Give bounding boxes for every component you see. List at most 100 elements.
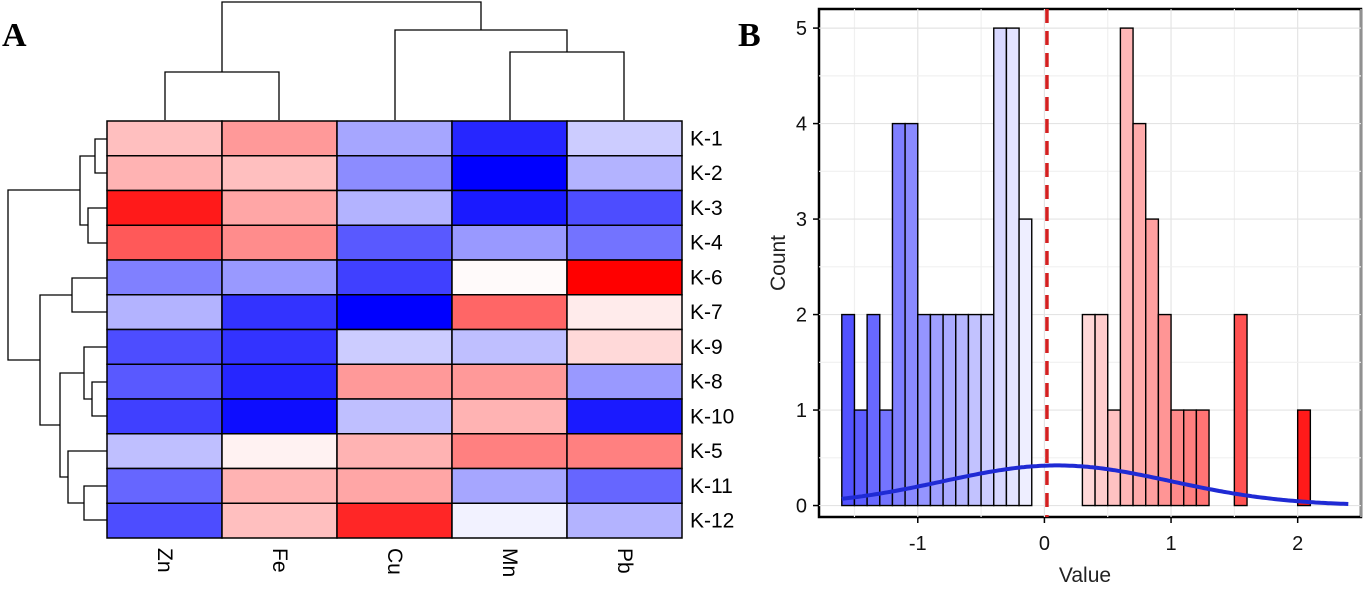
heatmap-cell-k-2-cu [336, 155, 453, 192]
row-dendro-k1-k2 [94, 138, 107, 174]
column-label: Zn [153, 548, 176, 573]
row-label: K-7 [690, 301, 723, 324]
histogram-bar [1195, 409, 1210, 507]
heatmap-cell-k-11-fe [221, 467, 338, 504]
row-dendro-k5-k1112 [67, 450, 107, 504]
heatmap-cell-k-3-zn [106, 189, 223, 226]
heatmap-cell-k-6-mn [451, 259, 568, 296]
histogram-bars [841, 27, 1312, 507]
heatmap-cells [106, 120, 683, 539]
heatmap-cell-k-10-cu [336, 398, 453, 435]
row-dendro-root [7, 189, 80, 361]
histogram-bar [1157, 313, 1172, 507]
heatmap-cell-k-1-zn [106, 120, 223, 157]
row-label: K-12 [690, 510, 734, 533]
heatmap-cell-k-11-pb [566, 467, 683, 504]
row-dendro-lower-mid [59, 372, 84, 478]
row-label: K-1 [690, 127, 723, 150]
histogram-bar [1233, 313, 1248, 507]
heatmap-cell-k-2-pb [566, 155, 683, 192]
heatmap-cell-k-8-zn [106, 363, 223, 400]
y-tick-label: 0 [796, 496, 807, 518]
histogram-bar [1018, 218, 1033, 507]
heatmap-panel: K-1K-2K-3K-4K-6K-7K-9K-8K-10K-5K-11K-12 … [7, 1, 734, 577]
heatmap-cell-k-5-fe [221, 433, 338, 470]
heatmap-cell-k-6-pb [566, 259, 683, 296]
heatmap-column-labels: Zn Fe Cu Mn Pb [153, 548, 636, 577]
heatmap-cell-k-12-fe [221, 502, 338, 539]
heatmap-cell-k-5-pb [566, 433, 683, 470]
col-dendro-mn-pb [509, 51, 625, 120]
heatmap-cell-k-12-zn [106, 502, 223, 539]
heatmap-cell-k-8-mn [451, 363, 568, 400]
heatmap-cell-k-2-zn [106, 155, 223, 192]
heatmap-cell-k-7-mn [451, 294, 568, 331]
heatmap-cell-k-9-fe [221, 328, 338, 365]
heatmap-cell-k-4-fe [221, 224, 338, 261]
histogram-bar [1296, 409, 1312, 507]
column-label: Cu [383, 548, 406, 575]
heatmap-cell-k-3-cu [336, 189, 453, 226]
heatmap-cell-k-8-fe [221, 363, 338, 400]
heatmap-cell-k-2-mn [451, 155, 568, 192]
heatmap-cell-k-11-zn [106, 467, 223, 504]
heatmap-cell-k-8-pb [566, 363, 683, 400]
heatmap-cell-k-7-cu [336, 294, 453, 331]
row-label: K-3 [690, 197, 723, 220]
histogram-bar [841, 313, 856, 507]
histogram-panel: -1 0 1 2 0 1 2 3 4 5 Value Count [767, 7, 1363, 587]
column-dendrogram [164, 1, 625, 120]
heatmap-cell-k-3-fe [221, 189, 338, 226]
heatmap-cell-k-6-cu [336, 259, 453, 296]
heatmap-cell-k-3-mn [451, 189, 568, 226]
heatmap-cell-k-10-pb [566, 398, 683, 435]
histogram-bar [929, 313, 944, 507]
row-label: K-10 [690, 405, 734, 428]
y-axis-ticks: 0 1 2 3 4 5 [796, 18, 819, 518]
row-dendro-k6-k7 [71, 277, 107, 313]
row-label: K-2 [690, 162, 723, 185]
heatmap-cell-k-9-pb [566, 328, 683, 365]
column-label: Pb [613, 548, 636, 574]
y-tick-label: 5 [796, 18, 807, 40]
x-tick-label: 0 [1039, 533, 1050, 555]
heatmap-cell-k-1-cu [336, 120, 453, 157]
heatmap-cell-k-5-mn [451, 433, 568, 470]
x-axis-label: Value [1059, 564, 1111, 587]
heatmap-cell-k-6-zn [106, 259, 223, 296]
heatmap-cell-k-9-cu [336, 328, 453, 365]
x-axis-ticks: -1 0 1 2 [909, 517, 1303, 555]
heatmap-cell-k-12-mn [451, 502, 568, 539]
row-dendro-lower [39, 294, 72, 426]
heatmap-cell-k-4-mn [451, 224, 568, 261]
heatmap-cell-k-4-pb [566, 224, 683, 261]
row-label: K-4 [690, 232, 723, 255]
row-dendrogram [7, 138, 107, 521]
heatmap-cell-k-3-pb [566, 189, 683, 226]
heatmap-cell-k-11-mn [451, 467, 568, 504]
histogram-bar [1081, 313, 1096, 507]
heatmap-cell-k-4-zn [106, 224, 223, 261]
column-label: Mn [498, 548, 521, 577]
row-dendro-k3-k4 [87, 207, 107, 244]
heatmap-cell-k-2-fe [221, 155, 338, 192]
heatmap-cell-k-1-fe [221, 120, 338, 157]
heatmap-cell-k-10-fe [221, 398, 338, 435]
row-label: K-9 [690, 336, 723, 359]
heatmap-cell-k-11-cu [336, 467, 453, 504]
col-dendro-root [221, 1, 482, 72]
histogram-bar [1132, 122, 1147, 507]
row-label: K-5 [690, 440, 723, 463]
x-tick-label: 1 [1165, 533, 1176, 555]
histogram-bar [1119, 27, 1134, 507]
heatmap-cell-k-6-fe [221, 259, 338, 296]
heatmap-cell-k-5-cu [336, 433, 453, 470]
histogram-bar [1107, 409, 1122, 507]
heatmap-cell-k-7-zn [106, 294, 223, 331]
row-dendro-k11-k12 [83, 485, 107, 521]
heatmap-cell-k-5-zn [106, 433, 223, 470]
heatmap-cell-k-12-pb [566, 502, 683, 539]
histogram-bar [891, 122, 906, 507]
heatmap-cell-k-8-cu [336, 363, 453, 400]
y-tick-label: 4 [796, 114, 807, 136]
